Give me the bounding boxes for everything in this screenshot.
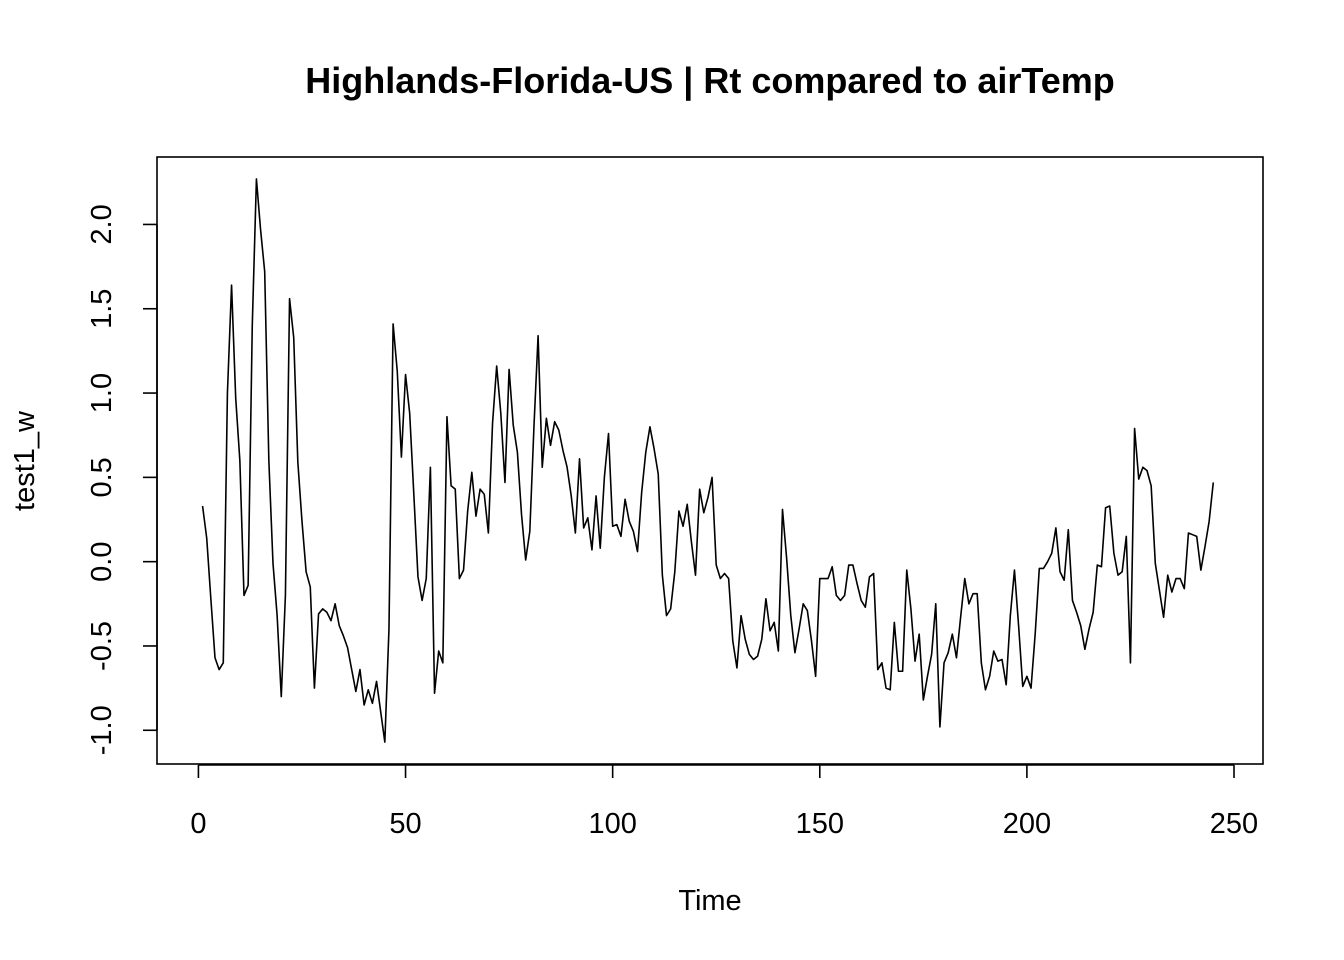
y-tick-label: 1.5 xyxy=(86,289,118,329)
x-axis: 0 50 100 150 200 250 xyxy=(190,764,1258,840)
y-tick-label: -1.0 xyxy=(86,705,118,755)
series-line xyxy=(201,178,1215,743)
x-tick-label: 50 xyxy=(389,808,421,840)
x-tick-label: 0 xyxy=(190,808,206,840)
x-tick-label: 200 xyxy=(1003,808,1051,840)
y-tick-label: 0.5 xyxy=(86,457,118,497)
x-tick-label: 100 xyxy=(588,808,636,840)
y-tick-label: 1.0 xyxy=(86,373,118,413)
plot-frame xyxy=(156,156,1264,765)
x-tick-label: 150 xyxy=(796,808,844,840)
y-axis-label: test1_w xyxy=(9,410,41,511)
y-tick-label: -0.5 xyxy=(86,621,118,671)
chart-title: Highlands-Florida-US | Rt compared to ai… xyxy=(305,60,1114,102)
x-tick-label: 250 xyxy=(1210,808,1258,840)
y-axis: -1.0 -0.5 0.0 0.5 1.0 1.5 2.0 xyxy=(86,204,158,755)
x-axis-label: Time xyxy=(678,885,741,917)
y-tick-label: 2.0 xyxy=(86,204,118,244)
y-tick-label: 0.0 xyxy=(86,542,118,582)
